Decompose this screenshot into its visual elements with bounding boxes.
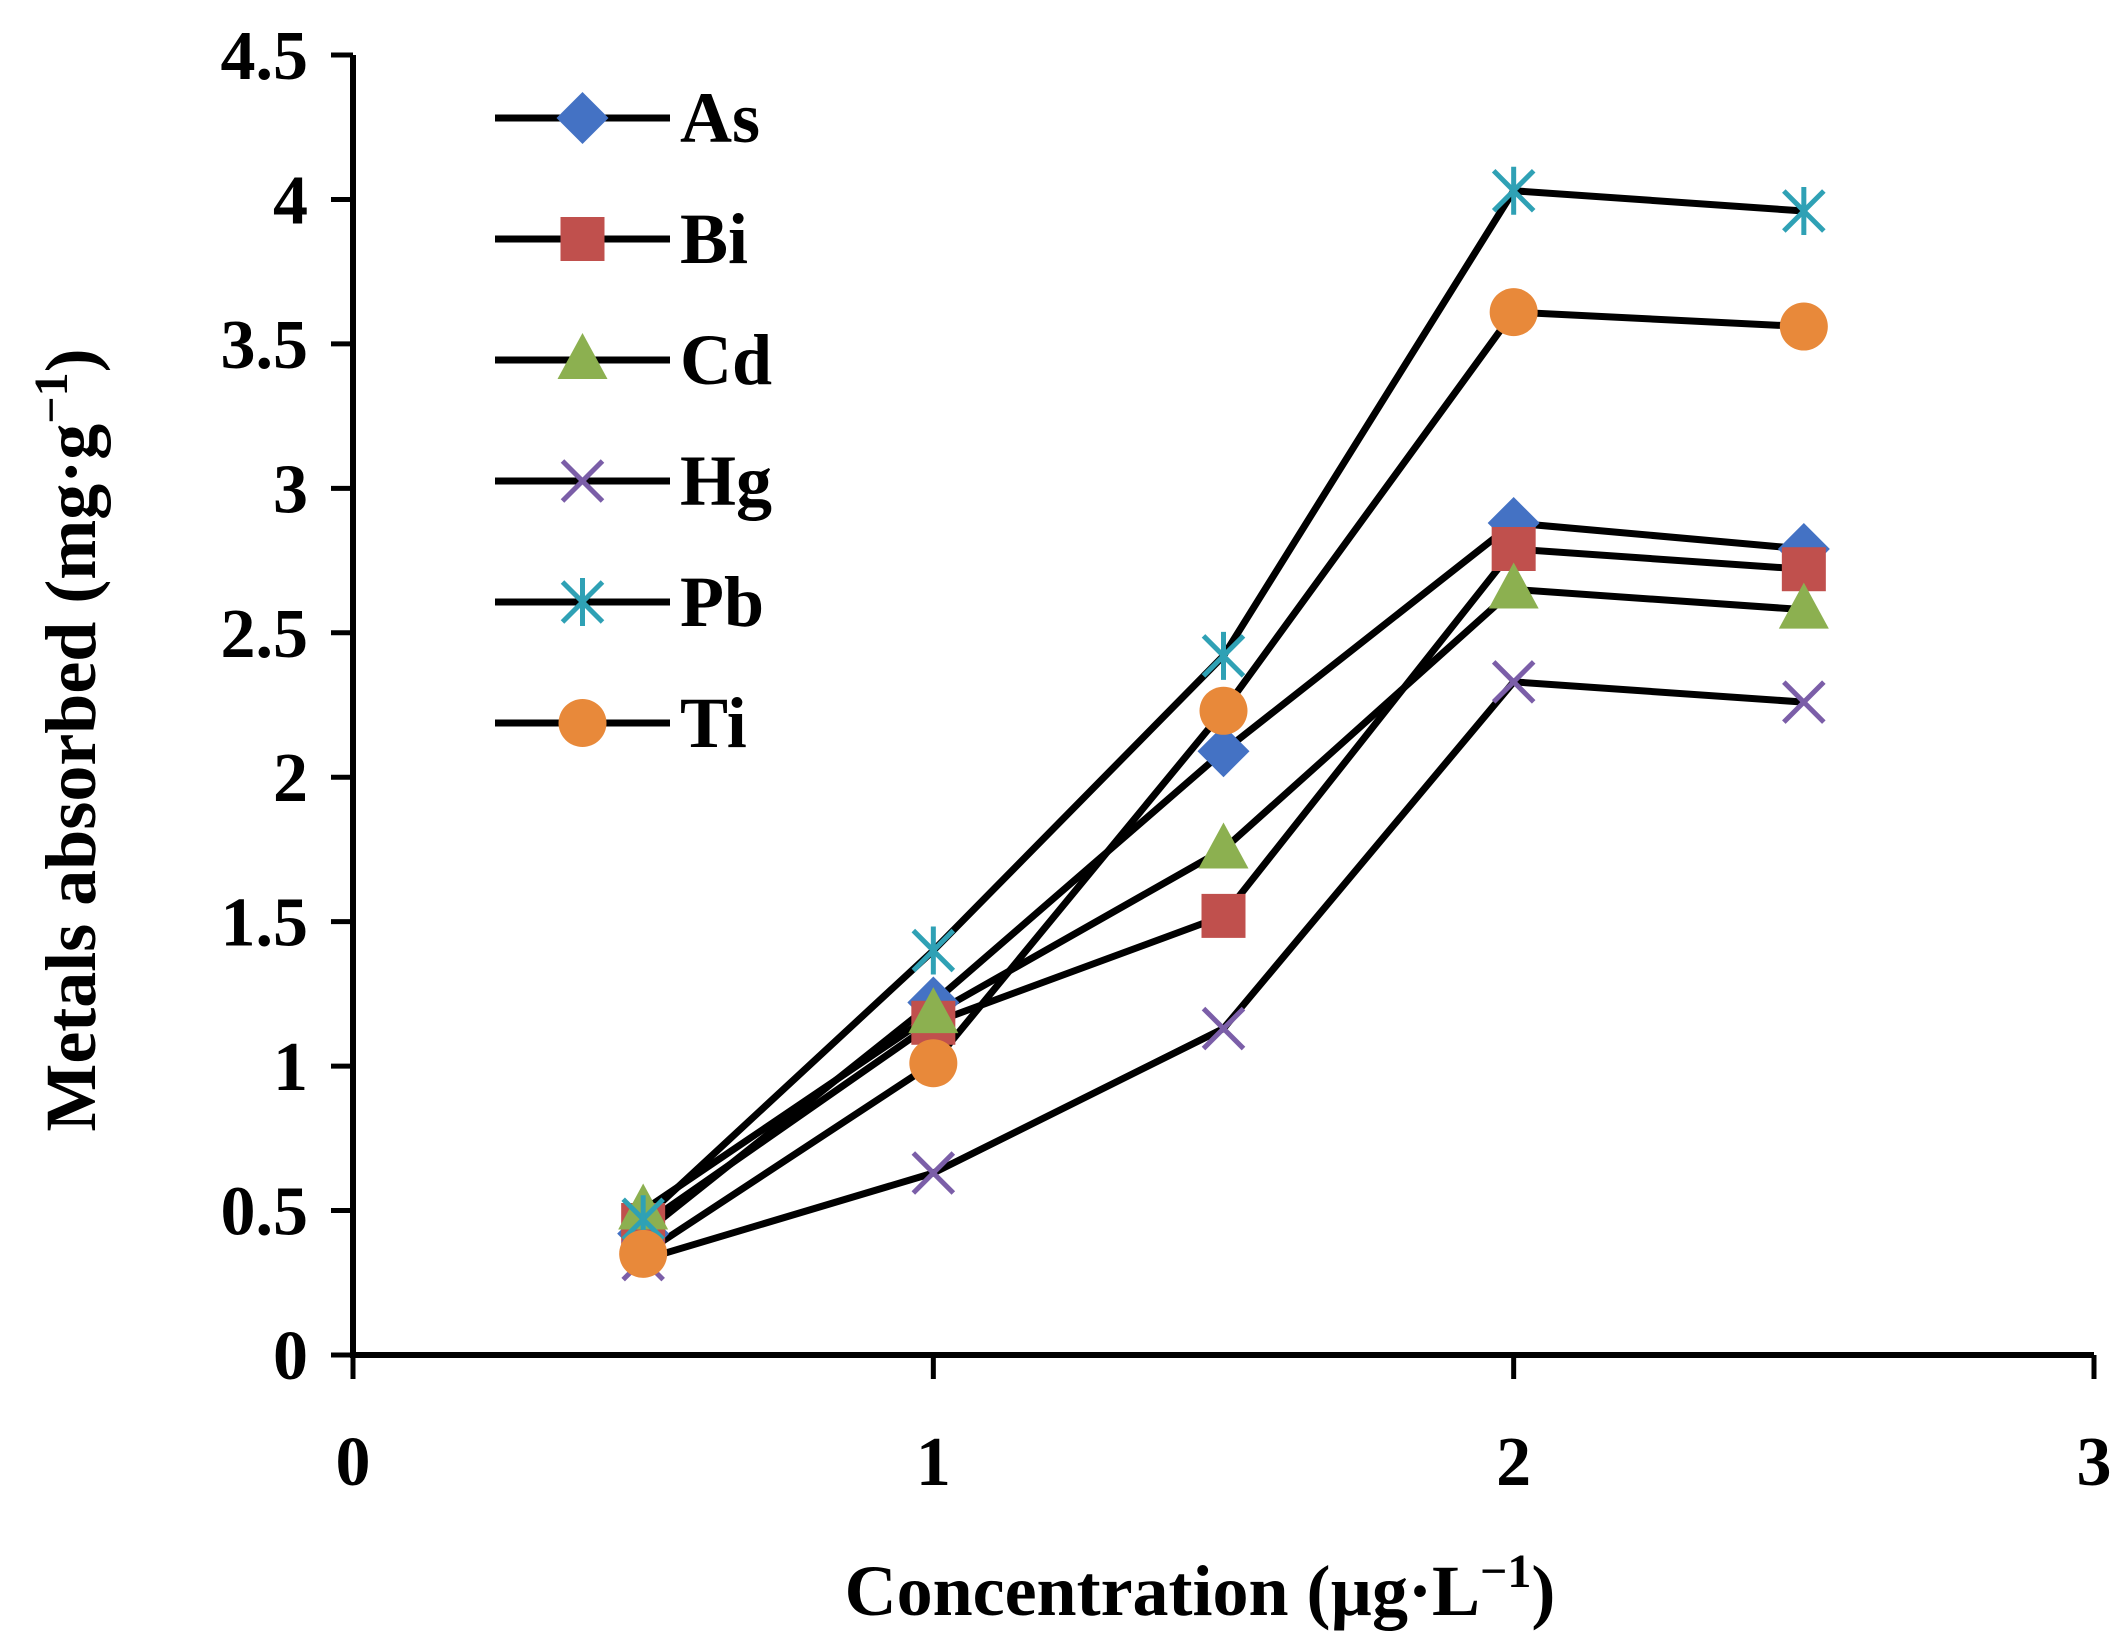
legend-label: Ti [680,683,747,763]
series-line-as [640,519,1805,1237]
axes: 0 0.5 1 1.5 2 2.5 3 3.5 4 4.5 0 1 2 3 [221,18,2112,1501]
data-point-ti [619,1229,668,1278]
data-point-hg [1782,680,1826,724]
data-point-pb [1491,166,1536,215]
legend-item-cd: Cd [495,320,772,400]
data-point-cd [908,987,959,1034]
y-tick-label: 2 [273,740,308,817]
data-point-cd [1488,562,1539,609]
data-point-pb [1201,631,1246,680]
y-tick-label: 0.5 [221,1174,309,1251]
data-point-hg [1201,1006,1246,1051]
x-axis-title-end: ) [1531,1551,1555,1631]
x-tick-label: 1 [916,1424,951,1501]
y-tick-label: 1.5 [221,885,309,962]
series-line-ti [641,308,1805,1257]
y-tick-label: 2.5 [221,596,309,673]
legend-item-as: As [495,78,760,158]
legend-marker [560,578,605,626]
legend: As Bi Cd Hg Pb Ti [495,78,772,763]
legend-label: Bi [680,199,748,279]
data-point-cd [1198,822,1249,869]
legend-label: Hg [680,441,772,521]
x-tick-label: 0 [336,1424,371,1501]
legend-label: As [680,78,760,158]
legend-item-pb: Pb [495,562,764,642]
series-markers [617,166,1830,1282]
legend-marker [560,217,605,261]
data-point-hg [911,1151,956,1195]
legend-marker [560,459,605,503]
y-axis-title-end: ) [31,348,111,372]
data-point-as [1197,725,1250,778]
x-axis-title: Concentration (µg·L−1) [845,1545,1556,1631]
x-axis-title-sup: −1 [1480,1545,1531,1598]
y-tick-label: 0 [273,1318,308,1395]
data-point-ti [909,1039,958,1088]
y-tick-label: 3 [273,451,308,528]
y-axis-title-main: Metals absorbed (mg·g [31,424,111,1132]
legend-label: Cd [680,320,772,400]
data-point-cd [1778,582,1829,629]
data-point-pb [911,926,956,975]
x-tick-label: 3 [2077,1424,2112,1501]
data-point-pb [1782,187,1826,235]
data-point-ti [1489,288,1538,337]
legend-marker [556,92,609,144]
y-tick-label: 1 [273,1029,308,1106]
legend-marker [557,333,608,379]
y-tick-label: 4.5 [221,18,309,95]
x-axis-title-main: Concentration (µg·L [845,1551,1480,1631]
data-point-ti [1779,302,1828,351]
legend-item-bi: Bi [495,199,748,279]
data-point-ti [1199,686,1248,735]
y-axis-title: Metals absorbed (mg·g−1) [25,348,111,1131]
x-tick-label: 2 [1496,1424,1531,1501]
y-tick-label: 3.5 [221,307,309,384]
legend-label: Pb [680,562,764,642]
axis-titles: Concentration (µg·L−1) Metals absorbed (… [25,348,1555,1631]
data-point-hg [1491,660,1536,704]
legend-marker [558,699,607,747]
legend-item-ti: Ti [495,683,747,763]
data-point-bi [1201,893,1246,938]
y-tick-label: 4 [273,162,308,239]
y-axis-title-sup: −1 [25,372,78,423]
legend-item-hg: Hg [495,441,772,521]
